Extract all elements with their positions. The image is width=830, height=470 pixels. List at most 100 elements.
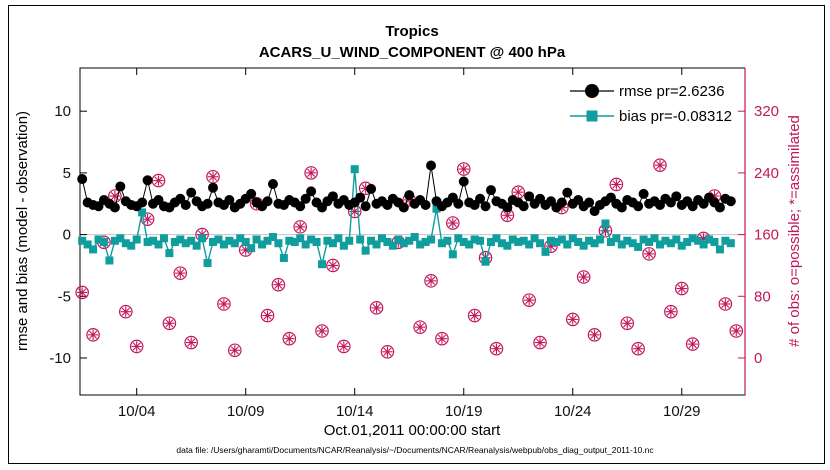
bias-marker [552, 237, 561, 246]
bias-marker [105, 256, 114, 265]
obs-possible-marker [642, 247, 656, 261]
legend-bias-marker-sample [586, 110, 598, 122]
obs-assimilated-marker [187, 338, 196, 347]
obs-possible-marker [369, 301, 384, 315]
obs-assimilated-marker [372, 303, 381, 312]
bias-marker [176, 235, 185, 244]
bias-marker [655, 240, 664, 249]
rmse-marker [262, 196, 273, 207]
obs-assimilated-marker [132, 342, 141, 351]
obs-assimilated-marker [339, 342, 348, 351]
y-axis-label-right: # of obs: o=possible; *=assimilated [786, 115, 803, 347]
obs-assimilated-marker [612, 180, 621, 189]
bias-marker [225, 236, 234, 245]
obs-assimilated-marker [535, 338, 545, 347]
bias-marker [110, 236, 119, 245]
rmse-marker [671, 191, 682, 202]
bias-marker [187, 236, 196, 245]
obs-possible-marker [260, 308, 275, 323]
bias-marker [149, 236, 158, 245]
bias-marker [367, 236, 376, 245]
bias-marker [579, 241, 588, 250]
obs-possible-marker [424, 274, 438, 288]
x-tick-label: 10/09 [227, 403, 265, 420]
obs-possible-marker [86, 328, 100, 342]
bias-marker [688, 234, 697, 243]
bias-marker [699, 240, 708, 249]
obs-possible-marker [108, 189, 122, 203]
obs-assimilated-marker [165, 319, 174, 328]
obs-assimilated-marker [623, 319, 632, 328]
obs-assimilated-marker [416, 323, 425, 332]
bias-marker [99, 237, 108, 246]
figure-frame [8, 5, 825, 464]
obs-possible-marker [217, 297, 231, 311]
rmse-marker [224, 195, 235, 206]
rmse-marker [638, 188, 649, 199]
obs-assimilated-marker [437, 334, 447, 343]
bias-marker [612, 234, 621, 243]
rmse-marker [616, 202, 627, 213]
bias-marker [677, 241, 686, 250]
obs-possible-marker [173, 266, 188, 280]
rmse-marker [398, 202, 409, 213]
bias-marker [159, 234, 168, 243]
bias-marker [503, 241, 512, 250]
rmse-marker [714, 202, 725, 213]
obs-assimilated-marker [503, 211, 512, 220]
bias-marker [596, 235, 605, 244]
obs-possible-marker [304, 166, 318, 180]
obs-possible-marker [522, 293, 536, 307]
bias-marker [715, 245, 724, 254]
y-tick-right-label: 80 [754, 288, 771, 305]
y-tick-left-label: 10 [54, 103, 71, 120]
bias-line [81, 169, 732, 265]
bias-marker [705, 235, 714, 244]
bias-marker [290, 237, 299, 246]
rmse-marker [633, 201, 644, 212]
y-tick-left-label: -10 [49, 350, 71, 367]
obs-assimilated-marker [732, 326, 741, 336]
bias-marker [546, 236, 555, 245]
bias-marker [601, 219, 610, 228]
obs-possible-marker [533, 335, 547, 350]
bias-marker [192, 241, 201, 250]
rmse-marker [186, 187, 197, 198]
obs-possible-marker [631, 341, 645, 356]
obs-possible-marker [293, 220, 308, 234]
bias-marker [563, 240, 572, 249]
obs-assimilated-marker [383, 347, 392, 356]
y-tick-left-label: 0 [63, 227, 71, 244]
rmse-marker [202, 198, 213, 209]
rmse-marker [142, 175, 153, 186]
obs-possible-marker [576, 270, 591, 284]
bias-marker [694, 236, 703, 245]
obs-assimilated-marker [492, 344, 501, 353]
y-tick-right-label: 320 [754, 103, 779, 120]
bias-marker [634, 242, 643, 251]
obs-assimilated-marker [296, 222, 305, 231]
obs-assimilated-marker [176, 269, 185, 278]
chart-title: Tropics [385, 23, 438, 40]
obs-assimilated-marker [328, 261, 337, 270]
bias-marker [405, 236, 414, 245]
obs-assimilated-marker [666, 307, 675, 316]
bias-marker [89, 245, 98, 254]
x-axis-label: Oct.01,2011 00:00:00 start [324, 422, 501, 439]
obs-possible-marker [729, 324, 744, 338]
obs-assimilated-marker [219, 299, 228, 309]
bias-marker [508, 235, 517, 244]
bias-marker [481, 257, 490, 266]
obs-possible-marker [489, 341, 504, 356]
bias-marker [350, 165, 359, 174]
obs-assimilated-marker [274, 280, 283, 289]
bias-marker [121, 239, 130, 248]
bias-marker [590, 239, 599, 248]
bias-marker [83, 240, 92, 249]
obs-possible-marker [184, 335, 198, 350]
legend: rmse pr=2.6236 bias pr=-0.08312 [570, 83, 732, 125]
obs-assimilated-marker [634, 344, 643, 353]
rmse-marker [524, 191, 535, 202]
bias-marker [252, 235, 261, 244]
